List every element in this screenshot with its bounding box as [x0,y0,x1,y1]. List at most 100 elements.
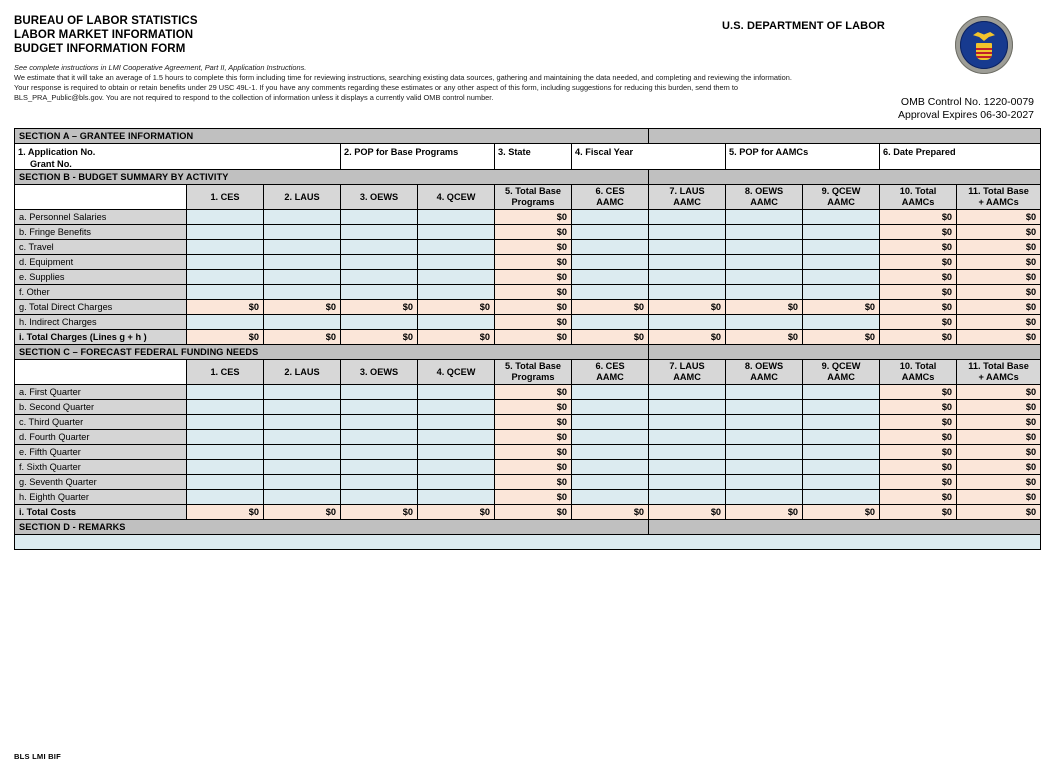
section-b-input-cell[interactable] [725,239,804,255]
section-b-input-cell[interactable] [648,239,727,255]
section-c-input-cell[interactable] [263,429,341,445]
section-c-input-cell[interactable] [417,414,495,430]
section-c-input-cell[interactable] [570,459,650,475]
section-b-input-cell[interactable] [648,254,727,270]
section-b-input-cell[interactable] [725,284,804,300]
section-c-input-cell[interactable] [725,444,804,460]
section-b-input-cell[interactable] [725,254,804,270]
section-c-input-cell[interactable] [263,399,341,415]
grantee-field-1[interactable]: 1. Application No. Grant No. [14,143,341,170]
section-b-input-cell[interactable] [570,224,650,240]
section-b-input-cell[interactable] [725,314,804,330]
section-c-input-cell[interactable] [263,489,341,505]
section-b-input-cell[interactable] [263,254,341,270]
section-c-input-cell[interactable] [570,384,650,400]
section-c-input-cell[interactable] [340,399,418,415]
section-b-input-cell[interactable] [802,224,881,240]
section-c-input-cell[interactable] [725,489,804,505]
section-c-input-cell[interactable] [725,429,804,445]
section-b-input-cell[interactable] [570,239,650,255]
section-b-input-cell[interactable] [648,224,727,240]
section-c-input-cell[interactable] [186,474,264,490]
section-c-input-cell[interactable] [802,429,881,445]
section-b-input-cell[interactable] [340,254,418,270]
section-b-input-cell[interactable] [186,254,264,270]
section-b-input-cell[interactable] [186,269,264,285]
section-c-input-cell[interactable] [186,489,264,505]
section-b-input-cell[interactable] [802,284,881,300]
section-b-input-cell[interactable] [263,284,341,300]
section-c-input-cell[interactable] [263,459,341,475]
section-b-input-cell[interactable] [648,314,727,330]
section-c-input-cell[interactable] [802,384,881,400]
section-b-input-cell[interactable] [648,269,727,285]
section-b-input-cell[interactable] [417,314,495,330]
section-c-input-cell[interactable] [417,474,495,490]
section-c-input-cell[interactable] [186,459,264,475]
section-c-input-cell[interactable] [725,384,804,400]
grantee-field-2[interactable]: 2. POP for Base Programs [340,143,495,170]
section-c-input-cell[interactable] [648,444,727,460]
section-c-input-cell[interactable] [263,384,341,400]
section-c-input-cell[interactable] [725,399,804,415]
section-c-input-cell[interactable] [263,474,341,490]
section-b-input-cell[interactable] [340,314,418,330]
section-c-input-cell[interactable] [725,414,804,430]
remarks-input[interactable] [13,534,1042,550]
section-b-input-cell[interactable] [263,224,341,240]
section-b-input-cell[interactable] [340,209,418,225]
section-b-input-cell[interactable] [802,269,881,285]
section-c-input-cell[interactable] [340,489,418,505]
section-c-input-cell[interactable] [417,384,495,400]
section-c-input-cell[interactable] [802,444,881,460]
section-c-input-cell[interactable] [570,444,650,460]
section-c-input-cell[interactable] [802,489,881,505]
section-b-input-cell[interactable] [802,239,881,255]
section-c-input-cell[interactable] [725,459,804,475]
section-b-input-cell[interactable] [186,224,264,240]
section-b-input-cell[interactable] [417,209,495,225]
section-b-input-cell[interactable] [186,314,264,330]
section-b-input-cell[interactable] [417,239,495,255]
section-c-input-cell[interactable] [340,459,418,475]
section-c-input-cell[interactable] [802,414,881,430]
section-b-input-cell[interactable] [802,314,881,330]
section-c-input-cell[interactable] [263,414,341,430]
section-b-input-cell[interactable] [340,239,418,255]
section-c-input-cell[interactable] [648,414,727,430]
section-c-input-cell[interactable] [570,489,650,505]
section-c-input-cell[interactable] [340,474,418,490]
section-b-input-cell[interactable] [648,209,727,225]
section-c-input-cell[interactable] [802,474,881,490]
section-c-input-cell[interactable] [648,399,727,415]
section-b-input-cell[interactable] [570,269,650,285]
section-b-input-cell[interactable] [340,269,418,285]
section-b-input-cell[interactable] [648,284,727,300]
section-b-input-cell[interactable] [570,254,650,270]
section-c-input-cell[interactable] [648,474,727,490]
grantee-field-4[interactable]: 4. Fiscal Year [570,143,727,170]
section-c-input-cell[interactable] [570,399,650,415]
section-b-input-cell[interactable] [340,284,418,300]
section-c-input-cell[interactable] [725,474,804,490]
section-c-input-cell[interactable] [340,429,418,445]
section-c-input-cell[interactable] [417,399,495,415]
section-b-input-cell[interactable] [417,224,495,240]
section-c-input-cell[interactable] [648,489,727,505]
section-c-input-cell[interactable] [417,429,495,445]
section-b-input-cell[interactable] [725,209,804,225]
section-c-input-cell[interactable] [648,429,727,445]
section-c-input-cell[interactable] [186,414,264,430]
section-c-input-cell[interactable] [340,444,418,460]
section-b-input-cell[interactable] [417,284,495,300]
section-b-input-cell[interactable] [802,254,881,270]
section-b-input-cell[interactable] [417,254,495,270]
section-b-input-cell[interactable] [186,209,264,225]
section-c-input-cell[interactable] [186,384,264,400]
section-b-input-cell[interactable] [570,209,650,225]
section-c-input-cell[interactable] [186,429,264,445]
section-c-input-cell[interactable] [802,459,881,475]
section-c-input-cell[interactable] [802,399,881,415]
grantee-field-3[interactable]: 3. State [494,143,572,170]
section-b-input-cell[interactable] [263,239,341,255]
